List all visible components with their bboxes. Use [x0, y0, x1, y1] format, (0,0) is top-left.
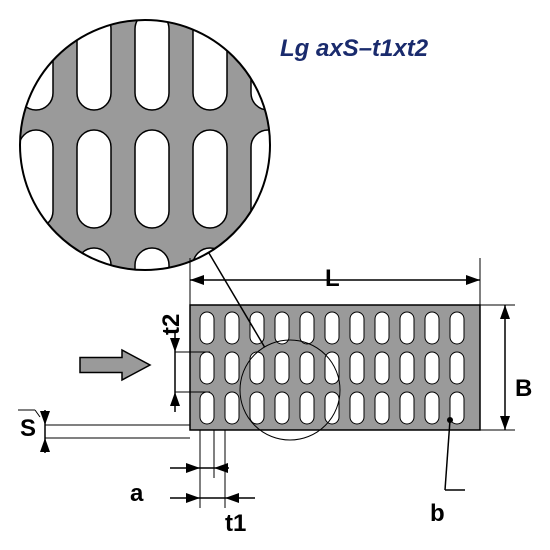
- dim-label-t1: t1: [225, 510, 246, 538]
- formula-title: Lg axS–t1xt2: [280, 35, 428, 63]
- dim-label-a: a: [130, 480, 143, 508]
- dim-label-S: S: [20, 415, 36, 443]
- dim-label-B: B: [515, 375, 532, 403]
- dim-label-L: L: [325, 265, 340, 293]
- dim-label-t2: t2: [158, 314, 186, 335]
- dim-label-b: b: [430, 500, 445, 528]
